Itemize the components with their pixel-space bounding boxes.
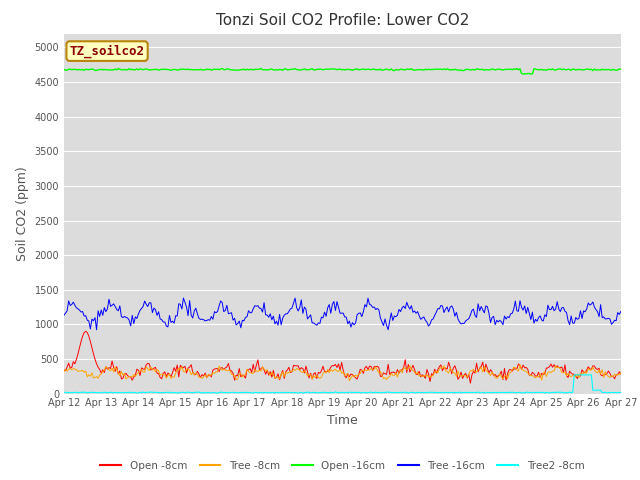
Y-axis label: Soil CO2 (ppm): Soil CO2 (ppm) (16, 166, 29, 261)
Title: Tonzi Soil CO2 Profile: Lower CO2: Tonzi Soil CO2 Profile: Lower CO2 (216, 13, 469, 28)
X-axis label: Time: Time (327, 414, 358, 427)
Text: TZ_soilco2: TZ_soilco2 (70, 44, 145, 58)
Legend: Open -8cm, Tree -8cm, Open -16cm, Tree -16cm, Tree2 -8cm: Open -8cm, Tree -8cm, Open -16cm, Tree -… (96, 456, 589, 475)
